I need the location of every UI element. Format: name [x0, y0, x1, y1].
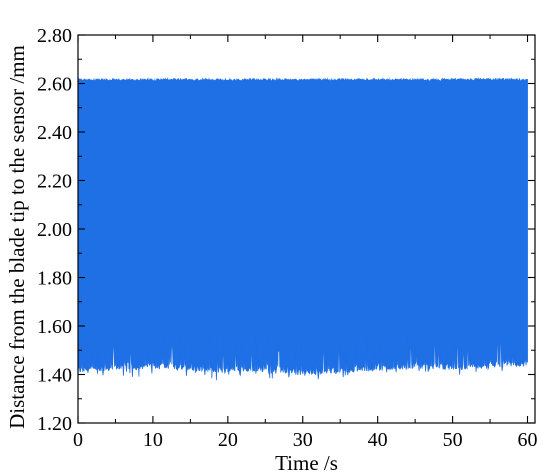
axis-ticks [77, 34, 535, 424]
x-tick-label: 40 [368, 429, 388, 451]
y-tick-labels: 1.20 1.40 1.60 1.80 2.00 2.20 2.40 2.60 2.80 [37, 25, 72, 435]
x-tick-label: 10 [143, 429, 163, 451]
y-tick-label: 2.60 [37, 74, 72, 96]
signal-envelope [77, 77, 528, 381]
y-tick-label: 2.40 [37, 122, 72, 144]
y-tick-label: 1.40 [37, 365, 72, 387]
y-tick-label: 2.00 [37, 219, 72, 241]
signal-series [77, 77, 528, 381]
x-tick-label: 50 [443, 429, 463, 451]
x-tick-label: 0 [73, 429, 83, 451]
y-tick-label: 1.80 [37, 268, 72, 290]
x-tick-label: 60 [518, 429, 538, 451]
x-tick-label: 30 [293, 429, 313, 451]
y-axis-title: Distance from the blade tip to the senso… [5, 45, 29, 429]
x-tick-labels: 0 10 20 30 40 50 60 [73, 429, 538, 451]
y-tick-label: 1.60 [37, 316, 72, 338]
x-axis-title: Time /s [275, 451, 338, 475]
y-tick-label: 2.20 [37, 171, 72, 193]
y-tick-label: 1.20 [37, 413, 72, 435]
y-tick-label: 2.80 [37, 25, 72, 47]
x-tick-label: 20 [218, 429, 238, 451]
